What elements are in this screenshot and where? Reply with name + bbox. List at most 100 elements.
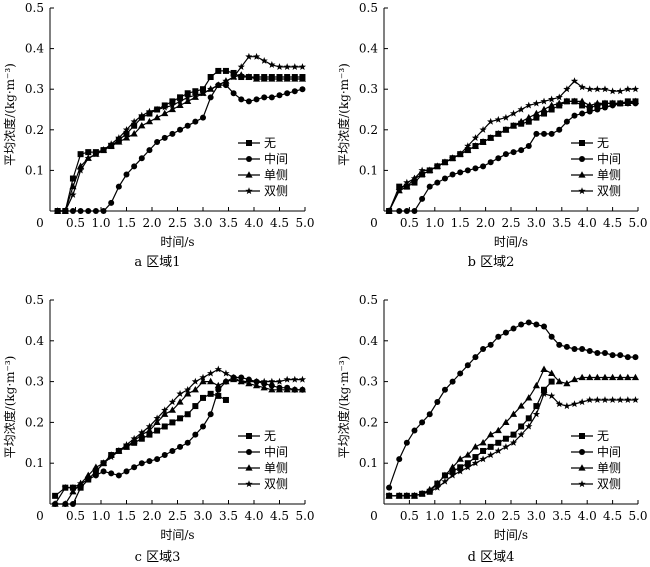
legend-marker [579,156,585,162]
data-point [448,154,457,162]
legend-marker [579,449,585,455]
data-point [502,418,510,425]
data-point [276,92,283,99]
data-point [69,175,76,182]
data-point [448,463,457,470]
data-point [298,385,307,393]
data-point [192,403,199,410]
data-point [222,77,230,85]
panel-caption: c 区域3 [135,550,181,565]
data-point [609,373,617,381]
data-point [77,208,84,214]
series-circle [386,319,639,491]
data-point [215,392,222,399]
data-point [624,99,632,107]
legend-item: 单侧 [571,168,621,182]
data-point [61,207,69,215]
x-tick-label: 1.0 [91,509,110,523]
x-tick-label: 5.0 [295,509,314,523]
data-point [184,97,192,104]
data-point [396,456,403,463]
data-point [593,373,601,381]
data-point [268,94,275,101]
data-point [268,377,276,385]
y-tick-label: 0.5 [359,1,378,15]
data-point [411,179,418,186]
x-tick-label: 1.0 [425,216,444,230]
data-point [108,199,115,206]
data-point [184,411,191,418]
x-tick-label: 4.5 [603,509,622,523]
x-tick-label: 3.5 [219,216,238,230]
y-axis-title: 平均浓度/(kg·m⁻³) [336,356,351,459]
data-point [153,418,161,425]
data-point [411,208,418,214]
data-point [92,463,100,470]
data-point [471,134,480,141]
data-point [76,166,85,174]
data-point [570,77,579,85]
x-tick-label: 2.0 [476,509,495,523]
data-point [138,114,145,121]
data-point [214,81,222,89]
data-point [283,63,291,70]
data-point [283,75,291,82]
data-point [386,484,393,491]
data-point [69,501,76,507]
legend-marker [579,140,585,146]
data-point [624,85,632,93]
y-tick-label: 0.5 [25,1,44,15]
data-point [586,85,594,93]
legend-label: 无 [597,429,609,443]
legend-label: 中间 [597,444,621,459]
data-point [168,101,177,109]
data-point [138,155,145,162]
data-point [579,345,586,352]
x-tick-label: 2.0 [476,216,495,230]
x-tick-label: 3.0 [527,509,546,523]
data-point [138,460,145,467]
data-point [85,208,92,214]
x-tick-label: 3.0 [527,216,546,230]
data-point [146,458,153,465]
data-point [609,99,617,107]
series-triangle [385,365,640,499]
x-tick-label: 2.0 [142,216,161,230]
legend-item: 中间 [571,151,621,166]
data-point [207,85,215,93]
data-point [92,208,99,214]
data-point [578,398,586,406]
panel-caption: d 区域4 [468,550,515,565]
x-tick-label: 2.5 [168,509,187,523]
y-axis-title: 平均浓度/(kg·m⁻³) [2,63,17,166]
legend-label: 双侧 [264,477,288,491]
data-point [184,390,192,397]
data-point [487,443,494,450]
data-point [487,430,495,438]
legend-item: 单侧 [238,168,288,182]
data-point [403,439,410,446]
data-point [192,431,199,438]
data-point [563,379,571,387]
x-tick-label: 0 [370,509,378,523]
data-point [578,83,586,91]
x-tick-label: 0 [36,216,44,230]
data-point [472,354,479,361]
data-point [153,105,161,113]
x-tick-label: 2.5 [168,216,187,230]
data-point [245,377,253,385]
legend-marker [578,464,586,471]
data-point [426,411,433,418]
legend-marker [245,480,253,488]
data-point [471,142,480,149]
data-point [115,183,122,190]
data-point [145,107,154,115]
series-star [385,77,640,215]
data-point [245,73,253,80]
data-point [69,190,77,198]
legend-item: 无 [238,136,276,150]
data-point [441,386,448,393]
data-point [222,67,229,74]
legend-item: 无 [238,429,276,443]
